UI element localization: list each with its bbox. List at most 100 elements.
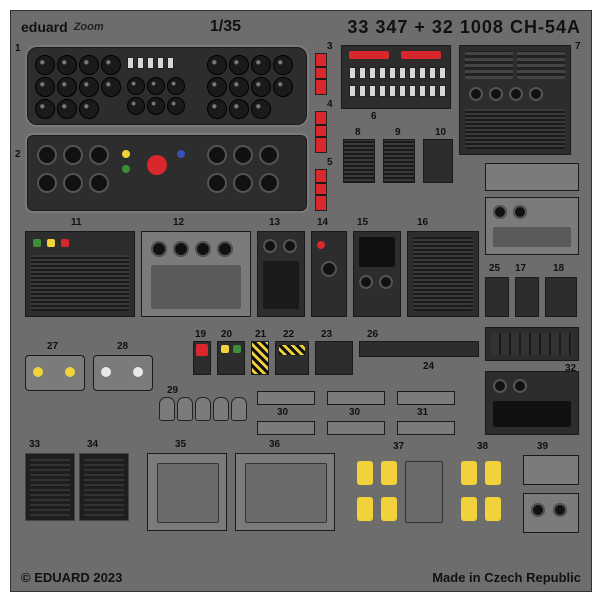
dial-icon bbox=[89, 173, 109, 193]
part-number-3: 3 bbox=[327, 41, 333, 52]
gauge-icon bbox=[57, 77, 77, 97]
floor-plate bbox=[147, 453, 227, 531]
indicator-green-icon bbox=[33, 239, 41, 247]
console-strip bbox=[359, 341, 479, 357]
buckle-icon bbox=[133, 367, 143, 377]
overhead-console bbox=[341, 45, 451, 109]
display-icon bbox=[263, 261, 299, 309]
zoom-label: Zoom bbox=[74, 21, 104, 33]
warning-strip bbox=[315, 169, 327, 211]
dial-icon bbox=[531, 503, 545, 517]
tiny-plate bbox=[515, 277, 539, 317]
buckle-yellow-icon bbox=[485, 461, 501, 485]
blank-plate bbox=[151, 265, 241, 309]
center-console-top bbox=[25, 231, 135, 317]
tiny-plate bbox=[485, 277, 509, 317]
copyright-text: © EDUARD 2023 bbox=[21, 570, 122, 585]
floor-plate bbox=[235, 453, 335, 531]
dial-icon bbox=[217, 241, 233, 257]
gauge-icon bbox=[273, 55, 293, 75]
part-number-17: 17 bbox=[515, 263, 526, 274]
gauge-icon bbox=[207, 99, 227, 119]
origin-text: Made in Czech Republic bbox=[432, 570, 581, 585]
dial-icon bbox=[37, 173, 57, 193]
rudder-plate bbox=[257, 421, 315, 435]
warning-strip bbox=[315, 111, 327, 153]
dial-icon bbox=[89, 145, 109, 165]
dial-icon bbox=[379, 275, 393, 289]
seat-cushion bbox=[25, 355, 85, 391]
console-small-b bbox=[353, 231, 401, 317]
dial-icon bbox=[37, 145, 57, 165]
part-number-20: 20 bbox=[221, 329, 232, 340]
dial-icon bbox=[553, 503, 567, 517]
dial-icon bbox=[173, 241, 189, 257]
part-number-23: 23 bbox=[321, 329, 332, 340]
gauge-icon bbox=[127, 97, 145, 115]
grille-insert bbox=[383, 139, 415, 183]
buckle-yellow-icon bbox=[381, 461, 397, 485]
dial-icon bbox=[63, 145, 83, 165]
part-number-10: 10 bbox=[435, 127, 446, 138]
dial-icon bbox=[513, 379, 527, 393]
part-number-5: 5 bbox=[327, 157, 333, 168]
data-placard bbox=[79, 453, 129, 521]
hazard-tag bbox=[251, 341, 269, 375]
narrow-panel bbox=[423, 139, 453, 183]
rudder-plate bbox=[327, 421, 385, 435]
gauge-icon bbox=[147, 97, 165, 115]
part-number-29: 29 bbox=[167, 385, 178, 396]
rudder-plate bbox=[397, 391, 455, 405]
dial-icon bbox=[207, 173, 227, 193]
part-number-21: 21 bbox=[255, 329, 266, 340]
part-number-31: 31 bbox=[417, 407, 428, 418]
part-number-9: 9 bbox=[395, 127, 401, 138]
buckle-yellow-icon bbox=[381, 497, 397, 521]
part-number-30: 30 bbox=[349, 407, 360, 418]
display-icon bbox=[493, 401, 571, 427]
lower-instrument-panel bbox=[25, 133, 309, 213]
grille-insert bbox=[343, 139, 375, 183]
gauge-icon bbox=[229, 99, 249, 119]
part-number-18: 18 bbox=[553, 263, 564, 274]
dial-icon bbox=[529, 87, 543, 101]
part-number-24: 24 bbox=[423, 361, 434, 372]
indicator-green-icon bbox=[233, 345, 241, 353]
sheet-footer: © EDUARD 2023 Made in Czech Republic bbox=[21, 570, 581, 585]
gauge-icon bbox=[57, 99, 77, 119]
data-placard bbox=[25, 453, 75, 521]
gauge-icon bbox=[79, 99, 99, 119]
display-icon bbox=[359, 237, 395, 267]
warning-light-icon bbox=[147, 155, 167, 175]
breaker-block bbox=[407, 231, 479, 317]
part-number-7: 7 bbox=[575, 41, 581, 52]
gauge-icon bbox=[79, 77, 99, 97]
part-number-35: 35 bbox=[175, 439, 186, 450]
gauge-icon bbox=[127, 77, 145, 95]
dial-icon bbox=[263, 239, 277, 253]
dial-icon bbox=[207, 145, 227, 165]
rudder-plate bbox=[397, 421, 455, 435]
breaker-grid-icon bbox=[465, 51, 513, 79]
part-number-12: 12 bbox=[173, 217, 184, 228]
part-number-38: 38 bbox=[477, 441, 488, 452]
breaker-grid-icon bbox=[413, 237, 473, 311]
switch-row bbox=[127, 57, 174, 69]
part-number-34: 34 bbox=[87, 439, 98, 450]
strap-plate bbox=[405, 461, 443, 523]
dial-icon bbox=[259, 145, 279, 165]
seat-cushion bbox=[93, 355, 153, 391]
gauge-icon bbox=[229, 55, 249, 75]
part-number-39: 39 bbox=[537, 441, 548, 452]
indicator-red-icon bbox=[317, 241, 325, 249]
rudder-plate bbox=[327, 391, 385, 405]
part-number-36: 36 bbox=[269, 439, 280, 450]
gauge-icon bbox=[207, 77, 227, 97]
console-segment bbox=[257, 231, 305, 317]
parts-area: 1 bbox=[17, 41, 585, 563]
brand-name: eduard bbox=[21, 19, 68, 35]
indicator-green-icon bbox=[122, 165, 130, 173]
small-insert-b bbox=[523, 493, 579, 533]
aux-panel-top bbox=[485, 163, 579, 191]
brand-block: eduard Zoom bbox=[21, 19, 104, 35]
